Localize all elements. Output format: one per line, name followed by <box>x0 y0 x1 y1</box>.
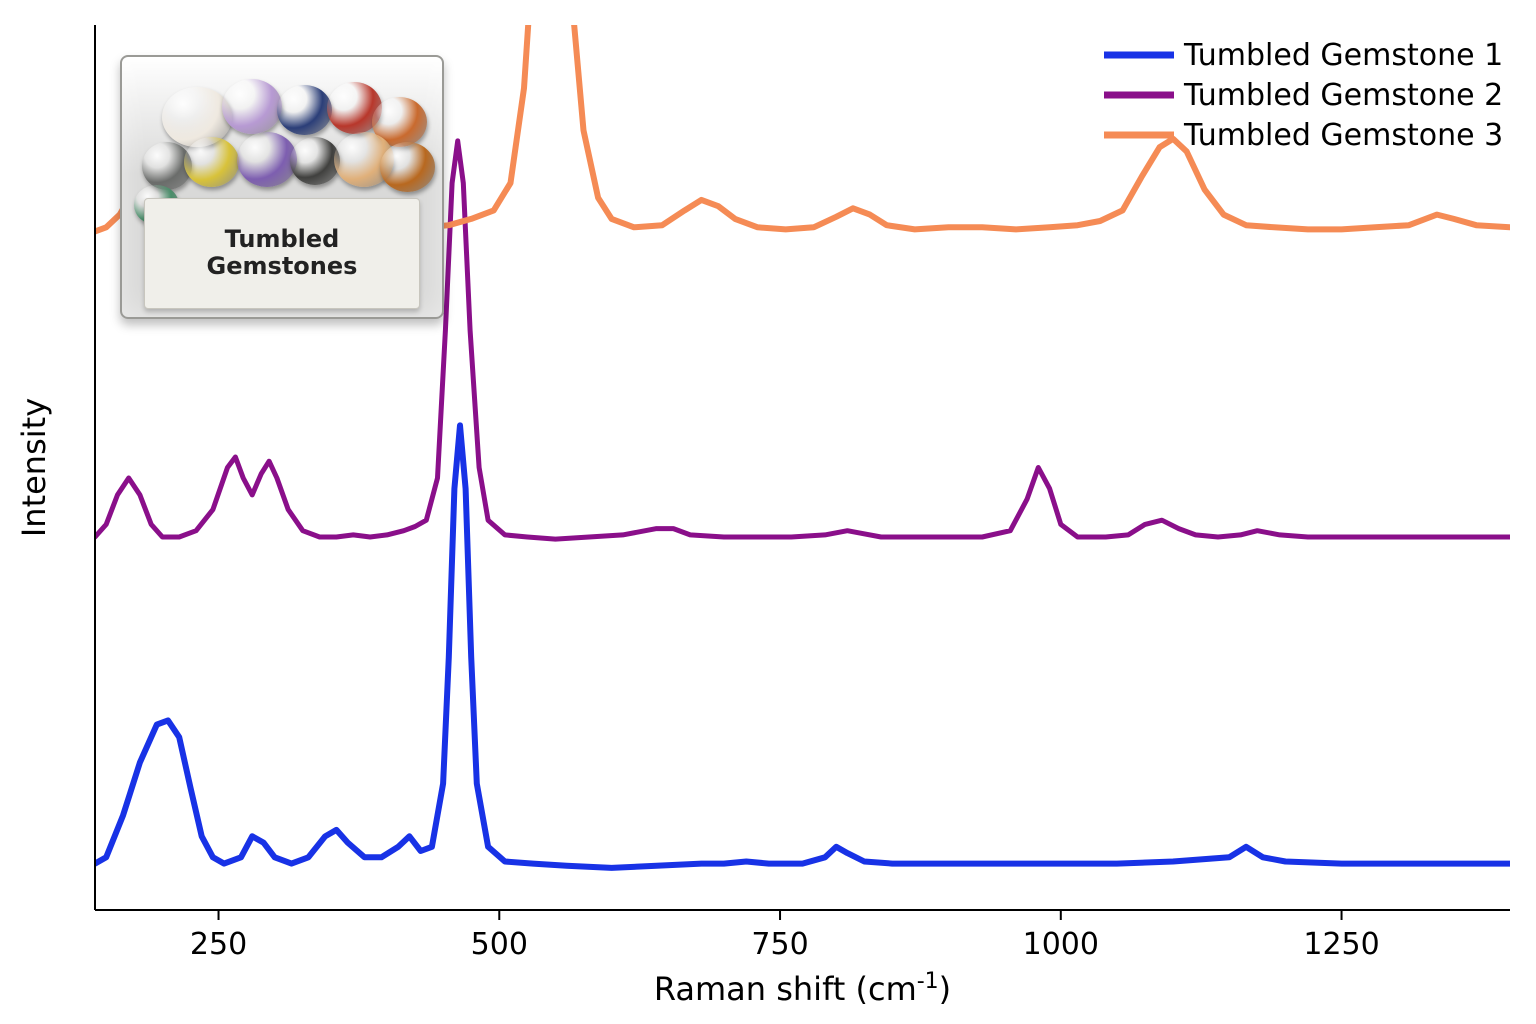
x-tick-label: 750 <box>751 927 808 962</box>
x-tick-label: 250 <box>190 927 247 962</box>
x-tick-label: 1000 <box>1023 927 1099 962</box>
series-line-1 <box>95 425 1510 868</box>
x-tick-label: 1250 <box>1303 927 1379 962</box>
gemstone <box>290 137 340 185</box>
inset-label-line1: Tumbled <box>225 226 340 254</box>
legend-label: Tumbled Gemstone 3 <box>1183 118 1503 153</box>
legend-label: Tumbled Gemstone 2 <box>1183 78 1503 113</box>
x-tick-label: 500 <box>471 927 528 962</box>
gemstone-box: TumbledGemstones <box>120 55 444 319</box>
gemstone <box>237 132 297 187</box>
gemstone <box>380 142 435 192</box>
chart-container: 250 500 750 1000 1250 Raman shift (cm-1) Inten… <box>0 0 1536 1024</box>
x-axis-label: Raman shift (cm-1) <box>654 969 951 1009</box>
gemstone <box>277 85 332 135</box>
gemstone <box>184 137 239 187</box>
y-axis-label: Intensity <box>15 398 53 537</box>
inset-label-line2: Gemstones <box>207 253 358 281</box>
gemstone-box-label: TumbledGemstones <box>144 198 420 309</box>
gemstone <box>222 79 282 134</box>
inset-gemstone-photo: TumbledGemstones <box>120 55 440 315</box>
legend-label: Tumbled Gemstone 1 <box>1183 38 1503 73</box>
